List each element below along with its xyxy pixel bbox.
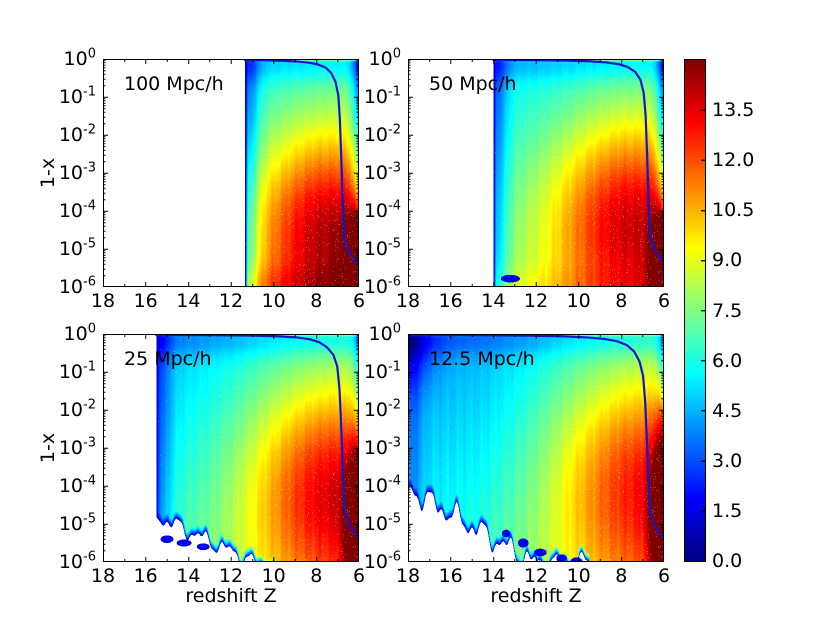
x-tick-label: 18 [395,290,421,312]
y-tick-label: 10-6 [58,549,96,573]
x-tick-label: 12 [218,565,244,587]
y-tick-label: 10-5 [58,236,96,260]
y-tick-label: 10-1 [58,84,96,108]
panel-label: 100 Mpc/h [124,73,224,95]
y-tick-label: 10-4 [58,473,96,497]
y-tick-label: 10-5 [58,511,96,535]
y-tick-label: 10-6 [58,274,96,298]
x-tick-label: 8 [310,565,323,587]
colorbar [684,59,706,562]
x-tick-label: 14 [176,290,201,312]
x-tick-label: 12 [218,290,244,312]
colorbar-tick-label: 13.5 [712,99,755,122]
y-tick-label: 10-3 [58,160,96,184]
colorbar-tick-label: 12.0 [712,149,755,172]
y-tick-label: 10-1 [363,359,401,383]
colorbar-tick-label: 7.5 [712,299,743,322]
panel-25-mpch: 25 Mpc/h [103,334,359,562]
panel-100-mpch: 100 Mpc/h [103,59,359,287]
y-tick-label: 100 [63,321,96,345]
x-tick-label: 16 [438,290,463,312]
x-tick-label: 18 [395,565,421,587]
y-tick-label: 10-6 [363,549,401,573]
y-tick-label: 100 [63,46,96,70]
x-tick-label: 6 [657,565,671,587]
panel-12p5-mpch: 12.5 Mpc/h [408,334,664,562]
x-tick-label: 18 [90,290,116,312]
x-tick-label: 12 [523,565,549,587]
heatmap-canvas-25-mpch [103,334,359,562]
y-tick-label: 10-3 [58,435,96,459]
y-tick-label: 10-4 [363,198,401,222]
y-tick-label: 10-6 [363,274,401,298]
colorbar-tick-label: 3.0 [712,449,743,472]
x-tick-label: 16 [438,565,463,587]
x-tick-label: 6 [352,565,366,587]
y-tick-label: 10-3 [363,160,401,184]
x-tick-label: 16 [133,290,158,312]
y-tick-label: 10-2 [58,122,96,146]
y-tick-label: 10-2 [363,122,401,146]
colorbar-tick-label: 0.0 [712,550,743,572]
x-tick-label: 12 [523,290,549,312]
panel-label: 25 Mpc/h [124,348,212,370]
x-tick-label: 8 [615,290,628,312]
y-tick-label: 10-1 [58,359,96,383]
x-tick-label: 10 [566,565,591,587]
y-tick-label: 10-3 [363,435,401,459]
x-tick-label: 14 [176,565,201,587]
x-tick-label: 10 [261,565,286,587]
y-tick-label: 10-5 [363,511,401,535]
colorbar-tick-label: 6.0 [712,349,743,372]
x-tick-label: 8 [310,290,323,312]
x-tick-label: 14 [481,565,506,587]
colorbar-tick-label: 1.5 [712,499,743,522]
x-tick-label: 14 [481,290,506,312]
x-tick-label: 16 [133,565,158,587]
x-tick-label: 10 [261,290,286,312]
x-tick-label: 6 [352,290,366,312]
x-tick-label: 10 [566,290,591,312]
y-tick-label: 10-2 [363,397,401,421]
x-tick-label: 8 [615,565,628,587]
y-tick-label: 100 [368,321,401,345]
colorbar-tick-label: 10.5 [712,199,755,222]
y-tick-label: 10-2 [58,397,96,421]
x-tick-label: 6 [657,290,671,312]
y-tick-label: 10-4 [363,473,401,497]
heatmap-canvas-50-mpch [408,59,664,287]
panel-50-mpch: 50 Mpc/h [408,59,664,287]
colorbar-tick-label: 4.5 [712,399,743,422]
y-tick-label: 10-5 [363,236,401,260]
panel-label: 12.5 Mpc/h [429,348,535,370]
x-tick-label: 18 [90,565,116,587]
x-axis-label-right: redshift Z [490,585,582,607]
x-axis-label-left: redshift Z [185,585,277,607]
heatmap-canvas-100-mpch [103,59,359,287]
heatmap-canvas-12p5-mpch [408,334,664,562]
y-tick-label: 10-1 [363,84,401,108]
y-tick-label: 100 [368,46,401,70]
colorbar-tick-label: 9.0 [712,249,743,272]
panel-label: 50 Mpc/h [429,73,517,95]
y-tick-label: 10-4 [58,198,96,222]
